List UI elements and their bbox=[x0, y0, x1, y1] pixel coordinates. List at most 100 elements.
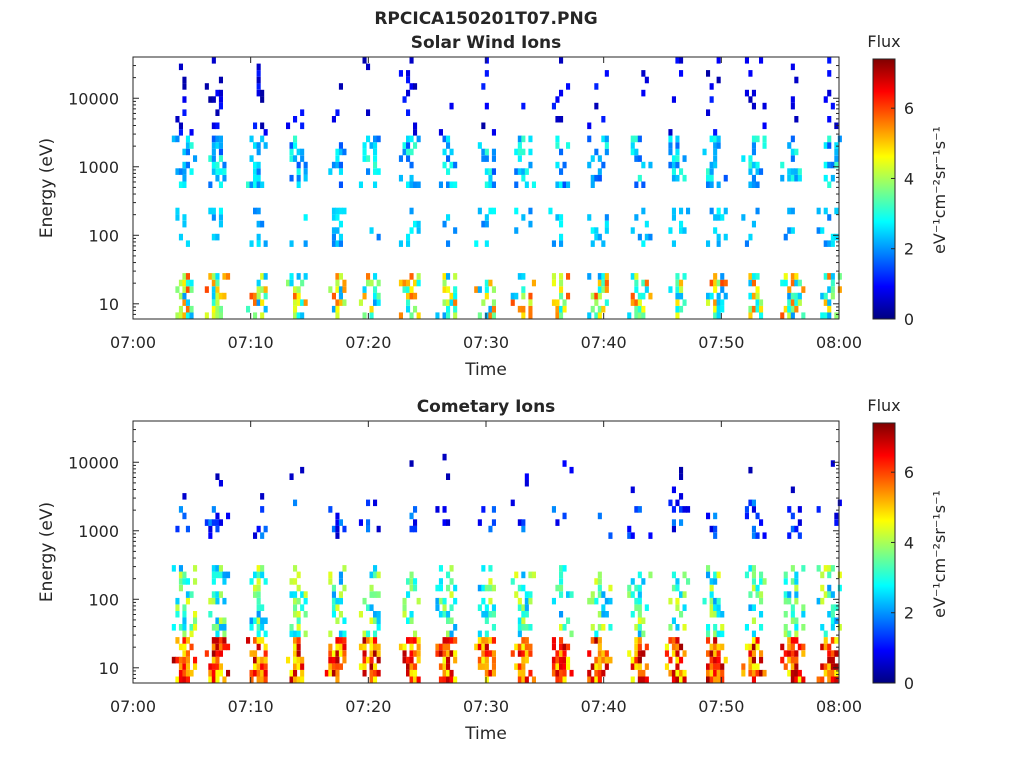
flux-cell bbox=[449, 650, 454, 657]
flux-cell bbox=[175, 676, 180, 683]
flux-cell bbox=[634, 305, 639, 313]
flux-cell bbox=[338, 181, 343, 188]
flux-cell bbox=[551, 669, 556, 677]
flux-cell bbox=[823, 591, 828, 598]
flux-cell bbox=[790, 643, 795, 651]
flux-cell bbox=[406, 279, 411, 287]
flux-cell bbox=[335, 109, 340, 116]
flux-cell bbox=[555, 96, 560, 103]
panel-cometary: Cometary Ions 07:00 07:10 07:20 07:30 07:40 0… bbox=[37, 396, 949, 744]
flux-cell bbox=[634, 506, 639, 513]
flux-cell bbox=[590, 292, 595, 300]
flux-cell bbox=[790, 669, 795, 677]
flux-cell bbox=[406, 299, 411, 306]
flux-cell bbox=[783, 624, 788, 631]
flux-cell bbox=[528, 643, 533, 651]
flux-cell bbox=[682, 604, 687, 611]
flux-cell bbox=[644, 220, 649, 228]
flux-cell bbox=[263, 142, 268, 149]
flux-cell bbox=[675, 656, 680, 664]
flux-cell bbox=[759, 571, 764, 579]
flux-cell bbox=[249, 240, 254, 247]
flux-cell bbox=[604, 656, 609, 664]
flux-cell bbox=[289, 630, 294, 638]
flux-cell bbox=[446, 669, 451, 677]
flux-cell bbox=[249, 135, 254, 143]
flux-cell bbox=[594, 312, 599, 319]
flux-cell bbox=[435, 650, 440, 657]
flux-cell bbox=[293, 604, 298, 611]
flux-cell bbox=[590, 624, 595, 631]
flux-cell bbox=[481, 611, 486, 618]
colorbar-tick-label: 0 bbox=[904, 674, 914, 693]
flux-cell bbox=[446, 643, 451, 651]
flux-cell bbox=[601, 624, 606, 631]
flux-cell bbox=[253, 637, 258, 644]
flux-cell bbox=[668, 499, 673, 507]
flux-cell bbox=[709, 578, 714, 585]
flux-cell bbox=[641, 617, 646, 624]
flux-cell bbox=[342, 584, 347, 592]
flux-cell bbox=[338, 519, 343, 526]
flux-cell bbox=[413, 142, 418, 149]
flux-cell bbox=[373, 148, 378, 156]
flux-cell bbox=[716, 292, 721, 300]
flux-cell bbox=[416, 643, 421, 651]
flux-cell bbox=[675, 305, 680, 313]
flux-cell bbox=[488, 168, 493, 175]
flux-cell bbox=[709, 96, 714, 103]
flux-cell bbox=[342, 637, 347, 644]
flux-cell bbox=[709, 525, 714, 533]
flux-cell bbox=[801, 650, 806, 657]
flux-cell bbox=[211, 96, 216, 103]
flux-cell bbox=[249, 669, 254, 677]
flux-cell bbox=[630, 591, 635, 598]
flux-cell bbox=[416, 220, 421, 228]
flux-cell bbox=[675, 663, 680, 670]
flux-cell bbox=[713, 129, 718, 136]
flux-cell bbox=[797, 292, 802, 300]
flux-cell bbox=[787, 669, 792, 677]
flux-cell bbox=[834, 312, 839, 319]
flux-cell bbox=[373, 273, 378, 280]
flux-cell bbox=[594, 669, 599, 677]
flux-cell bbox=[293, 591, 298, 598]
flux-cell bbox=[182, 643, 187, 651]
flux-cell bbox=[780, 656, 785, 664]
flux-cell bbox=[790, 305, 795, 313]
flux-cell bbox=[559, 637, 564, 644]
flux-cell bbox=[366, 525, 371, 533]
colorbar-tick-label: 4 bbox=[904, 169, 914, 188]
flux-cell bbox=[716, 135, 721, 143]
flux-cell bbox=[211, 312, 216, 319]
flux-cell bbox=[524, 643, 529, 651]
flux-cell bbox=[362, 57, 367, 64]
flux-cell bbox=[517, 168, 522, 175]
flux-cell bbox=[634, 181, 639, 188]
colorbar-tick-label: 4 bbox=[904, 533, 914, 552]
flux-cell bbox=[481, 650, 486, 657]
flux-cell bbox=[555, 669, 560, 677]
flux-cell bbox=[755, 135, 760, 143]
x-axis-label: Time bbox=[464, 724, 507, 744]
flux-cell bbox=[253, 669, 258, 677]
flux-cell bbox=[409, 135, 414, 143]
flux-cell bbox=[751, 525, 756, 533]
flux-cell bbox=[709, 135, 714, 143]
flux-cell bbox=[335, 305, 340, 313]
flux-cell bbox=[830, 174, 835, 182]
flux-cell bbox=[331, 525, 336, 533]
flux-cell bbox=[521, 135, 526, 143]
flux-cell bbox=[634, 299, 639, 306]
flux-cell bbox=[637, 617, 642, 624]
flux-cell bbox=[413, 122, 418, 130]
flux-cell bbox=[185, 637, 190, 644]
flux-cell bbox=[175, 312, 180, 319]
flux-cell bbox=[358, 519, 363, 526]
flux-cell bbox=[555, 312, 560, 319]
flux-cell bbox=[193, 155, 198, 162]
flux-cell bbox=[514, 292, 519, 300]
flux-cell bbox=[438, 611, 443, 618]
flux-cell bbox=[331, 116, 336, 123]
